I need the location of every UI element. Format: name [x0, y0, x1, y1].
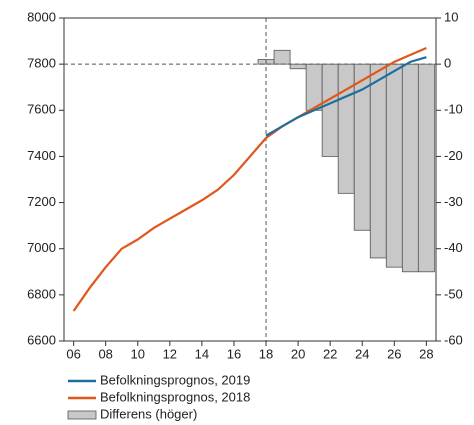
legend-swatch [67, 410, 97, 420]
y-tick-label: 7000 [27, 240, 56, 255]
y-tick-label: 7200 [27, 194, 56, 209]
y-tick-label: 6800 [27, 286, 56, 301]
x-tick-label: 12 [163, 346, 177, 361]
y-tick-label: 7400 [27, 148, 56, 163]
legend-label: Befolkningsprognos, 2019 [100, 372, 250, 387]
bar [385, 63, 403, 268]
x-tick-label: 06 [66, 346, 80, 361]
x-tick-label: 08 [98, 346, 112, 361]
bar [401, 63, 419, 273]
y2-tick-label: -50 [444, 286, 463, 301]
x-tick-label: 24 [355, 346, 369, 361]
x-tick-label: 18 [259, 346, 273, 361]
y-tick-label: 6600 [27, 332, 56, 347]
legend-label: Differens (höger) [100, 406, 197, 421]
y2-tick-label: -40 [444, 240, 463, 255]
bar [369, 63, 387, 259]
x-tick-label: 14 [195, 346, 209, 361]
bar [305, 63, 323, 111]
bar [321, 63, 339, 157]
y2-tick-label: -30 [444, 194, 463, 209]
bar [337, 63, 355, 194]
y-tick-label: 7600 [27, 102, 56, 117]
x-tick-label: 10 [131, 346, 145, 361]
y-tick-label: 7800 [27, 56, 56, 71]
line [72, 46, 427, 312]
bar [289, 63, 307, 70]
y-tick-label: 8000 [27, 9, 56, 24]
x-tick-label: 28 [419, 346, 433, 361]
plot-frame [63, 17, 437, 342]
bar [273, 49, 291, 65]
x-tick-label: 20 [291, 346, 305, 361]
legend-label: Befolkningsprognos, 2018 [100, 389, 250, 404]
y2-tick-label: -10 [444, 102, 463, 117]
y2-tick-label: 0 [444, 56, 451, 71]
y2-tick-label: -60 [444, 332, 463, 347]
x-tick-label: 26 [387, 346, 401, 361]
line [265, 56, 427, 137]
y2-tick-label: -20 [444, 148, 463, 163]
x-tick-label: 22 [323, 346, 337, 361]
y2-tick-label: 10 [444, 9, 458, 24]
bar [417, 63, 435, 273]
x-tick-label: 16 [227, 346, 241, 361]
